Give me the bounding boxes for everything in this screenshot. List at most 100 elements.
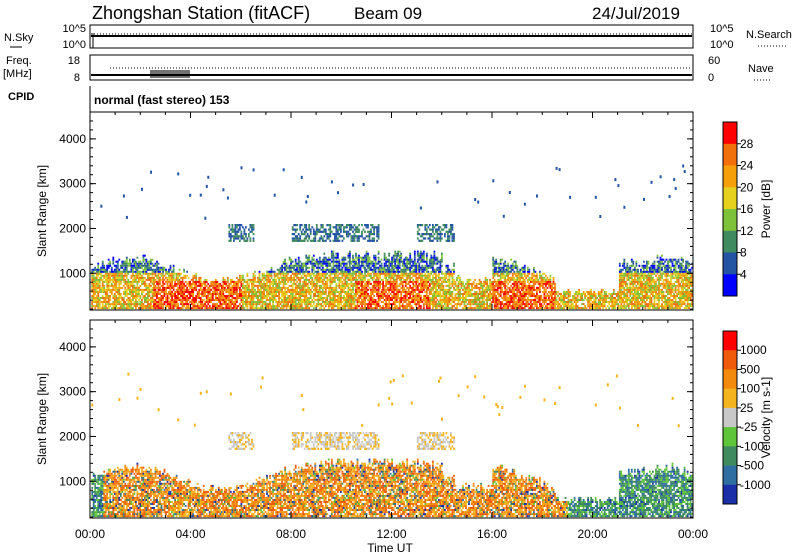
- data-cell: [337, 266, 339, 269]
- data-cell: [392, 270, 395, 273]
- data-cell: [98, 307, 101, 310]
- data-cell: [373, 237, 375, 240]
- data-cell: [118, 276, 121, 279]
- data-cell: [162, 295, 164, 297]
- data-cell: [308, 260, 311, 263]
- data-cell: [151, 270, 154, 273]
- data-cell: [361, 224, 363, 227]
- data-cell: [403, 297, 406, 299]
- data-cell: [380, 270, 383, 273]
- data-cell: [234, 301, 237, 303]
- data-cell: [151, 278, 154, 281]
- data-cell: [261, 291, 264, 293]
- data-cell: [261, 293, 264, 295]
- data-cell: [401, 299, 404, 301]
- data-cell: [281, 264, 283, 267]
- data-cell: [361, 235, 363, 238]
- data-cell: [361, 256, 363, 259]
- data-cell: [436, 256, 439, 259]
- data-cell: [362, 260, 365, 263]
- data-cell: [296, 288, 299, 291]
- data-cell: [415, 270, 418, 273]
- data-cell: [198, 276, 201, 279]
- data-cell: [364, 270, 366, 273]
- data-cell: [186, 299, 188, 301]
- data-cell: [424, 272, 427, 275]
- data-cell: [240, 295, 243, 297]
- data-cell: [163, 293, 166, 295]
- data-cell: [178, 282, 181, 285]
- data-cell: [389, 286, 392, 289]
- data-cell: [302, 301, 305, 303]
- data-cell: [377, 260, 380, 263]
- data-cell: [373, 291, 375, 293]
- data-cell: [246, 307, 249, 310]
- data-cell: [142, 282, 145, 285]
- data-cell: [293, 280, 296, 283]
- data-cell: [276, 282, 279, 285]
- data-cell: [136, 303, 139, 306]
- data-cell: [97, 272, 100, 275]
- data-cell: [245, 291, 247, 293]
- data-cell: [132, 266, 134, 269]
- data-cell: [141, 187, 143, 191]
- data-cell: [142, 288, 145, 291]
- data-cell: [153, 272, 155, 275]
- data-cell: [273, 282, 276, 285]
- data-cell: [376, 303, 378, 306]
- data-cell: [279, 297, 282, 299]
- data-cell: [225, 299, 228, 301]
- data-cell: [335, 226, 338, 229]
- data-cell: [383, 262, 386, 265]
- data-cell: [240, 293, 243, 295]
- data-cell: [246, 288, 249, 291]
- data-cell: [151, 288, 154, 291]
- data-cell: [205, 295, 208, 297]
- data-cell: [356, 288, 359, 291]
- data-cell: [234, 280, 237, 283]
- data-cell: [124, 303, 127, 306]
- data-cell: [245, 233, 247, 236]
- data-cell: [335, 230, 338, 233]
- data-cell: [332, 260, 335, 263]
- data-cell: [282, 293, 285, 295]
- data-cell: [300, 233, 303, 236]
- data-cell: [260, 293, 262, 295]
- data-cell: [177, 288, 179, 291]
- data-cell: [151, 295, 154, 297]
- data-cell: [332, 226, 335, 229]
- data-cell: [305, 295, 308, 297]
- data-cell: [442, 272, 445, 275]
- data-cell: [400, 305, 403, 308]
- data-cell: [337, 270, 339, 273]
- data-cell: [323, 286, 326, 289]
- data-cell: [294, 278, 297, 281]
- data-cell: [377, 235, 380, 238]
- data-cell: [122, 276, 125, 279]
- data-cell: [419, 224, 422, 227]
- data-cell: [154, 264, 157, 267]
- data-cell: [251, 301, 253, 303]
- data-cell: [233, 284, 235, 287]
- data-cell: [154, 268, 157, 271]
- data-cell: [415, 272, 418, 275]
- data-cell: [269, 272, 271, 275]
- data-cell: [421, 256, 424, 259]
- data-cell: [332, 291, 335, 293]
- data-cell: [148, 278, 151, 281]
- data-cell: [198, 278, 201, 281]
- data-cell: [368, 260, 371, 263]
- data-cell: [406, 295, 409, 297]
- data-cell: [367, 295, 369, 297]
- data-cell: [388, 254, 390, 257]
- data-cell: [337, 254, 339, 257]
- data-cell: [346, 282, 348, 285]
- data-cell: [243, 284, 246, 287]
- data-cell: [258, 270, 261, 273]
- data-cell: [281, 299, 283, 301]
- data-cell: [125, 256, 128, 259]
- data-cell: [172, 301, 175, 303]
- data-cell: [373, 301, 375, 303]
- data-cell: [433, 276, 436, 279]
- data-cell: [400, 286, 403, 289]
